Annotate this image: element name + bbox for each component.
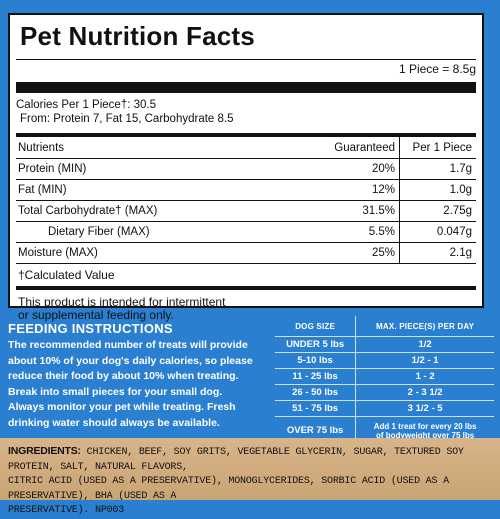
calories-block: Calories Per 1 Piece†: 30.5 From: Protei… [16, 98, 476, 126]
nutrient-name: Fat (MIN) [16, 179, 298, 201]
feeding-line: Break into small pieces for your small d… [8, 385, 223, 398]
nutrient-table: Nutrients Guaranteed Per 1 Piece Protein… [16, 137, 476, 264]
nutrient-table-header: Nutrients Guaranteed Per 1 Piece [16, 137, 476, 159]
header-max-pieces: MAX. PIECE(S) PER DAY [355, 316, 494, 337]
max-pieces: 1 - 2 [355, 368, 494, 385]
max-pieces-line: Add 1 treat for every 20 lbs [373, 421, 477, 431]
nutrient-guaranteed: 20% [298, 158, 400, 180]
nutrient-guaranteed: 12% [298, 179, 400, 201]
table-row: Fat (MIN) 12% 1.0g [16, 179, 476, 201]
header-guaranteed: Guaranteed [298, 137, 400, 159]
header-per-piece: Per 1 Piece [399, 137, 476, 159]
feeding-line: reduce their food by about 10% when trea… [8, 370, 239, 382]
header-dog-size: DOG SIZE [275, 316, 357, 337]
table-row: Total Carbohydrate† (MAX) 31.5% 2.75g [16, 200, 476, 222]
feeding-line: Always monitor your pet while treating. … [8, 401, 236, 413]
max-pieces: 3 1/2 - 5 [355, 400, 494, 417]
nutrient-name: Moisture (MAX) [16, 242, 298, 264]
dosage-table: DOG SIZE MAX. PIECE(S) PER DAY UNDER 5 l… [275, 316, 494, 444]
table-row: 5-10 lbs 1/2 - 1 [275, 352, 494, 369]
nutrient-per-piece: 1.0g [399, 179, 476, 201]
nutrient-per-piece: 0.047g [399, 221, 476, 243]
feeding-line: drinking water should always be availabl… [8, 416, 220, 429]
serving-size: 1 Piece = 8.5g [16, 59, 476, 76]
ingredients-line: CITRIC ACID (USED AS A PRESERVATIVE), MO… [8, 476, 449, 502]
feeding-instructions-text: The recommended number of treats will pr… [8, 338, 270, 431]
max-pieces: 2 - 3 1/2 [355, 384, 494, 401]
header-nutrients: Nutrients [16, 137, 298, 159]
calculated-value-note: †Calculated Value [16, 264, 476, 290]
table-row: OVER 75 lbs Add 1 treat for every 20 lbs… [275, 416, 494, 445]
max-pieces-line: of bodyweight over 75 lbs [375, 430, 475, 440]
dog-size: 51 - 75 lbs [275, 400, 357, 417]
feeding-instructions-title: FEEDING INSTRUCTIONS [8, 321, 173, 336]
disclaimer-line: or supplemental feeding only. [18, 308, 174, 322]
nutrient-guaranteed: 31.5% [298, 200, 400, 222]
nutrient-guaranteed: 5.5% [298, 221, 400, 243]
calories-line: Calories Per 1 Piece†: 30.5 [16, 99, 156, 111]
feeding-disclaimer: This product is intended for intermitten… [16, 290, 476, 328]
feeding-line: The recommended number of treats will pr… [8, 339, 248, 351]
nutrient-name: Dietary Fiber (MAX) [16, 221, 298, 243]
calories-from-line: From: Protein 7, Fat 15, Carbohydrate 8.… [20, 113, 234, 125]
ingredients-line: INGREDIENTS: CHICKEN, BEEF, SOY GRITS, V… [8, 444, 492, 475]
dog-size: 5-10 lbs [275, 352, 357, 369]
nutrient-per-piece: 1.7g [399, 158, 476, 180]
table-row: Moisture (MAX) 25% 2.1g [16, 242, 476, 264]
table-row: 51 - 75 lbs 3 1/2 - 5 [275, 400, 494, 417]
ingredients-band: INGREDIENTS: CHICKEN, BEEF, SOY GRITS, V… [0, 438, 500, 516]
medium-divider [16, 133, 476, 137]
table-row: Dietary Fiber (MAX) 5.5% 0.047g [16, 221, 476, 243]
ingredients-label: INGREDIENTS: [8, 445, 81, 457]
nutrient-per-piece: 2.1g [399, 242, 476, 264]
table-row: 26 - 50 lbs 2 - 3 1/2 [275, 384, 494, 401]
nutrient-name: Total Carbohydrate† (MAX) [16, 200, 298, 222]
table-row: Protein (MIN) 20% 1.7g [16, 158, 476, 180]
ingredients-text: CHICKEN, BEEF, SOY GRITS, VEGETABLE GLYC… [8, 447, 464, 473]
table-row: 11 - 25 lbs 1 - 2 [275, 368, 494, 385]
dog-size: 26 - 50 lbs [275, 384, 357, 401]
dog-size: 11 - 25 lbs [275, 368, 357, 385]
feeding-line: about 10% of your dog's daily calories, … [8, 354, 253, 367]
table-row: UNDER 5 lbs 1/2 [275, 336, 494, 353]
nutrition-title: Pet Nutrition Facts [20, 21, 255, 51]
max-pieces: 1/2 [355, 336, 494, 353]
max-pieces: 1/2 - 1 [355, 352, 494, 369]
thick-divider [16, 82, 476, 93]
nutrition-facts-panel: Pet Nutrition Facts 1 Piece = 8.5g Calor… [8, 13, 484, 322]
nutrient-name: Protein (MIN) [16, 158, 298, 180]
dog-size: UNDER 5 lbs [275, 336, 357, 353]
ingredients-line: PRESERVATIVE). NP003 [8, 505, 125, 516]
max-pieces: Add 1 treat for every 20 lbs of bodyweig… [356, 417, 494, 445]
nutrient-per-piece: 2.75g [399, 200, 476, 222]
dosage-table-header: DOG SIZE MAX. PIECE(S) PER DAY [275, 316, 494, 337]
nutrient-guaranteed: 25% [298, 242, 400, 264]
disclaimer-line: This product is intended for intermitten… [18, 295, 226, 309]
